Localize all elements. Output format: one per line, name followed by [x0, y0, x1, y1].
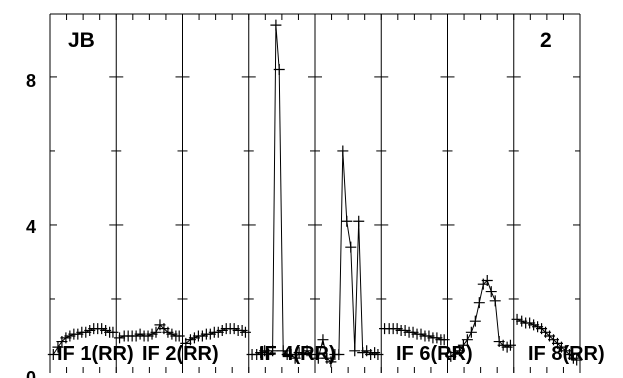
y-tick-label-0: 0 [26, 368, 36, 378]
data-point-7-6 [465, 326, 477, 338]
data-point-1-1 [47, 348, 59, 360]
series-line-panel-4 [252, 25, 313, 359]
data-point-7-5 [461, 334, 473, 346]
panel-label-if6: IF 6(RR) [396, 343, 473, 365]
data-point-5-11 [353, 215, 365, 227]
data-point-7-10 [481, 274, 493, 286]
data-point-8-16 [571, 354, 583, 366]
data-series [47, 19, 583, 368]
data-point-2-1 [114, 332, 126, 344]
y-tick-label-4: 4 [26, 217, 36, 237]
data-point-6-16 [438, 334, 450, 346]
corner-label-left: JB [68, 29, 95, 52]
data-point-3-16 [239, 326, 251, 338]
data-point-7-16 [504, 339, 516, 351]
panel-label-if8: IF 8(RR) [528, 343, 605, 365]
axis-ticks [50, 14, 580, 373]
labels: JB 2 8 4 0 IF 1(RR) IF 2(RR) IF 4(RR) IF… [26, 29, 605, 378]
data-point-7-4 [457, 339, 469, 351]
data-point-7-11 [485, 286, 497, 298]
data-point-7-12 [489, 295, 501, 307]
data-point-4-16 [306, 348, 318, 360]
data-point-5-6 [333, 348, 345, 360]
data-point-7-7 [469, 315, 481, 327]
data-point-8-1 [511, 313, 523, 325]
series-line-panel-7 [450, 279, 511, 357]
panel-label-if2: IF 2(RR) [142, 343, 219, 365]
data-point-5-9 [345, 241, 357, 253]
data-point-1-2 [52, 341, 64, 353]
panel-grid [49, 13, 581, 373]
series-line-panel-5 [317, 150, 379, 363]
data-point-7-8 [473, 297, 485, 309]
data-point-5-2 [317, 334, 329, 346]
data-point-2-10 [150, 326, 162, 338]
data-point-5-10 [349, 345, 361, 357]
panel-label-if1: IF 1(RR) [57, 343, 134, 365]
data-point-1-16 [107, 326, 119, 338]
data-point-4-12 [289, 352, 301, 364]
panel-label-if4: IF 4(RR) [259, 343, 336, 365]
data-point-4-7 [270, 19, 282, 31]
data-point-4-8 [273, 64, 285, 76]
data-point-5-8 [341, 215, 353, 227]
data-point-2-16 [173, 330, 185, 342]
corner-label-right: 2 [540, 29, 552, 52]
data-point-5-7 [337, 145, 349, 157]
y-tick-label-8: 8 [26, 71, 36, 91]
data-point-5-4 [325, 356, 337, 368]
data-point-5-16 [372, 348, 384, 360]
data-point-4-6 [267, 345, 279, 357]
data-point-7-3 [453, 345, 465, 357]
